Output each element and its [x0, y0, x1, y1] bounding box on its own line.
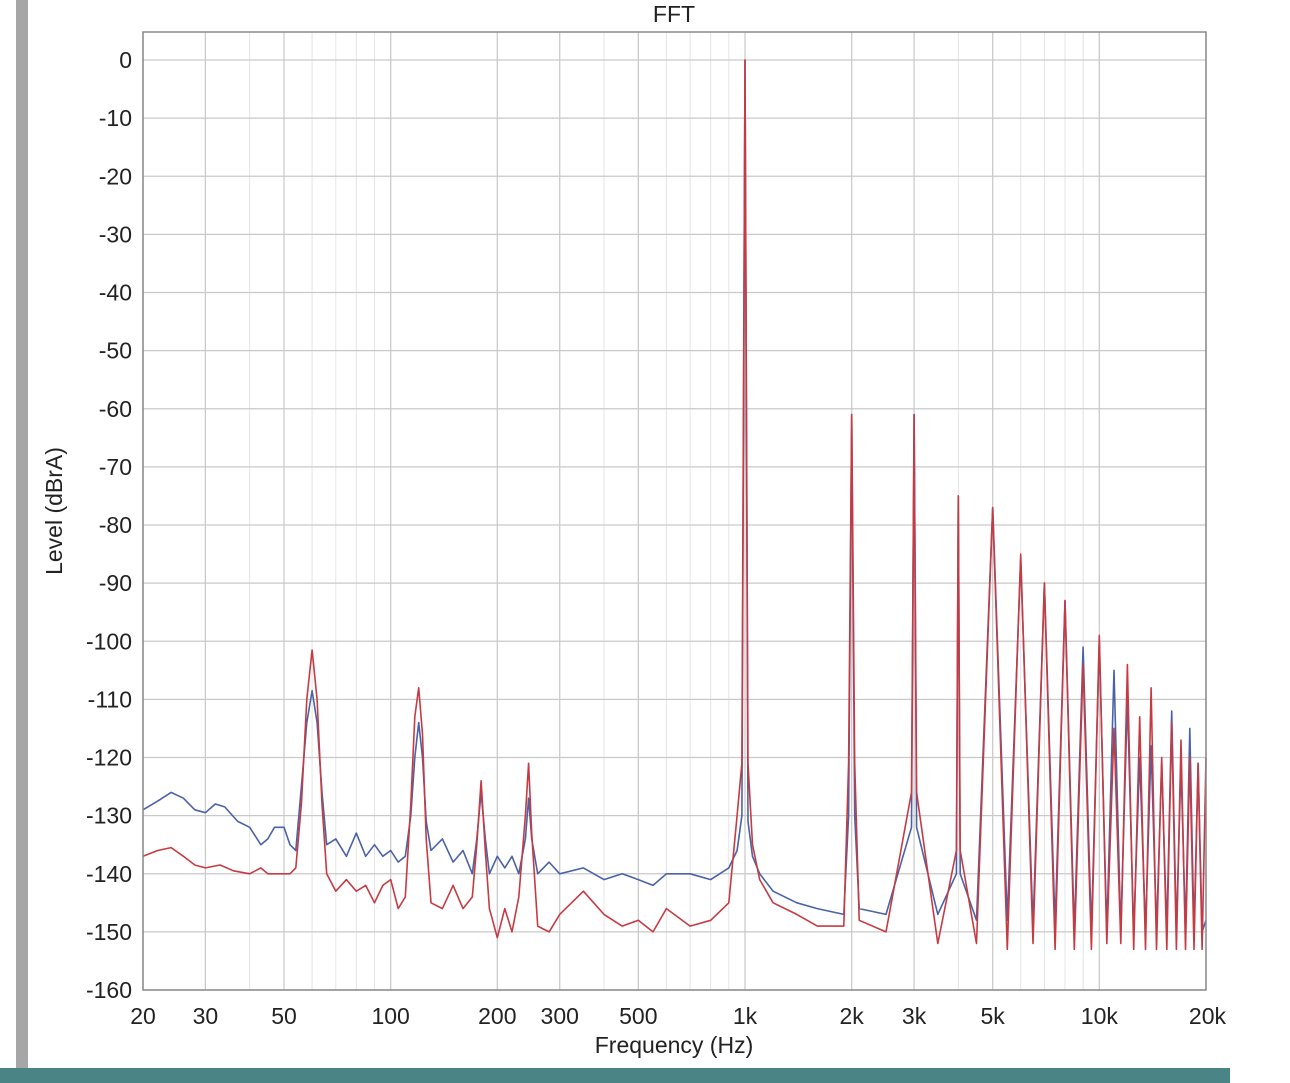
y-tick-label: -130 [86, 803, 132, 829]
y-tick-label: -120 [86, 745, 132, 771]
x-tick-label: 3k [902, 1003, 927, 1029]
y-tick-label: -60 [99, 396, 132, 422]
x-tick-label: 10k [1081, 1003, 1119, 1029]
y-tick-label: -90 [99, 570, 132, 596]
y-tick-label: -20 [99, 163, 132, 189]
y-tick-label: 0 [119, 47, 132, 73]
y-tick-label: -50 [99, 338, 132, 364]
x-tick-label: 30 [193, 1003, 219, 1029]
y-tick-label: -30 [99, 221, 132, 247]
x-tick-label: 500 [619, 1003, 657, 1029]
x-tick-label: 200 [478, 1003, 516, 1029]
bottom-status-strip [0, 1068, 1230, 1083]
left-window-border [16, 0, 28, 1068]
x-tick-label: 1k [733, 1003, 758, 1029]
plot-frame [142, 31, 1207, 991]
chart-title: FFT [653, 1, 695, 27]
x-tick-label: 50 [271, 1003, 297, 1029]
x-axis-label: Frequency (Hz) [595, 1032, 753, 1058]
y-tick-label: -70 [99, 454, 132, 480]
y-tick-label: -150 [86, 919, 132, 945]
x-tick-label: 300 [541, 1003, 579, 1029]
y-tick-label: -160 [86, 977, 132, 1003]
x-tick-label: 5k [981, 1003, 1006, 1029]
x-tick-label: 2k [840, 1003, 865, 1029]
x-tick-label: 20k [1189, 1003, 1227, 1029]
y-tick-label: -80 [99, 512, 132, 538]
x-tick-label: 20 [130, 1003, 156, 1029]
x-tick-labels: 20 30 50 100 200 300 500 1k 2k 3k 5k 10k 20k [130, 1003, 1226, 1029]
series-line-2 [142, 59, 1207, 951]
y-axis-label: Level (dBrA) [41, 447, 67, 575]
series-layer [142, 59, 1207, 951]
y-tick-label: -10 [99, 105, 132, 131]
x-tick-label: 100 [371, 1003, 409, 1029]
y-tick-labels: 0 -10 -20 -30 -40 -50 -60 -70 -80 -90 -100 -110 -120… [86, 47, 132, 1003]
y-tick-label: -100 [86, 628, 132, 654]
y-tick-label: -40 [99, 280, 132, 306]
y-tick-label: -140 [86, 861, 132, 887]
y-tick-label: -110 [88, 686, 132, 712]
